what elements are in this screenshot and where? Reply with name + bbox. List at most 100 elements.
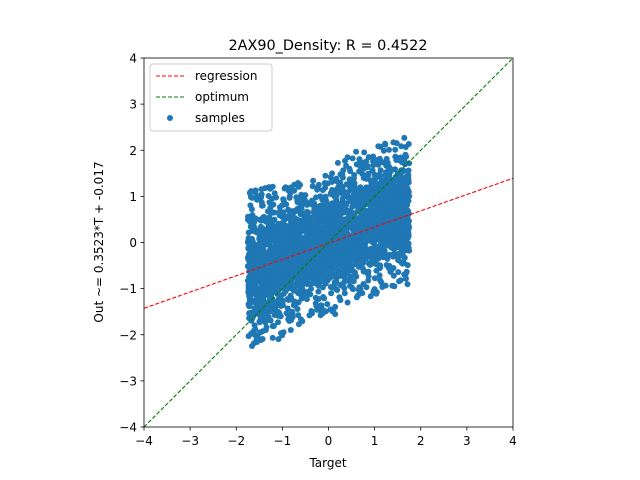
sample-point <box>396 250 403 257</box>
sample-point <box>365 273 372 280</box>
sample-point <box>304 201 310 208</box>
sample-point <box>268 272 275 279</box>
sample-point <box>262 310 268 317</box>
sample-point <box>361 165 368 172</box>
y-tick-label: 0 <box>129 236 137 250</box>
sample-point <box>401 134 408 141</box>
sample-point <box>335 251 342 258</box>
sample-point <box>280 209 287 216</box>
sample-point <box>284 223 291 230</box>
sample-point <box>310 279 317 286</box>
sample-point <box>245 229 252 236</box>
sample-point <box>382 141 389 148</box>
sample-point <box>333 215 340 222</box>
sample-point <box>289 308 296 315</box>
sample-point <box>275 248 282 255</box>
sample-point <box>322 252 329 258</box>
sample-point <box>363 187 370 194</box>
sample-point <box>395 240 402 246</box>
sample-point <box>344 154 351 161</box>
sample-point <box>284 268 291 274</box>
sample-point <box>294 216 301 223</box>
sample-point <box>315 263 322 269</box>
sample-point <box>389 197 396 204</box>
sample-point <box>350 278 357 285</box>
y-tick-label: −4 <box>119 421 137 435</box>
sample-point <box>298 253 305 260</box>
sample-point <box>286 211 293 218</box>
sample-point <box>288 216 295 223</box>
sample-point <box>282 243 289 250</box>
sample-point <box>389 282 396 289</box>
sample-point <box>404 221 411 228</box>
sample-point <box>285 297 292 303</box>
sample-point <box>331 254 338 261</box>
sample-point <box>363 228 370 235</box>
sample-point <box>283 201 290 208</box>
sample-point <box>353 197 360 204</box>
sample-point <box>353 148 360 155</box>
sample-point <box>393 157 400 163</box>
x-tick-label: −4 <box>135 434 153 448</box>
sample-point <box>259 328 266 335</box>
sample-point <box>287 184 294 191</box>
sample-point <box>263 235 270 242</box>
sample-point <box>398 143 405 150</box>
sample-point <box>247 194 254 200</box>
sample-point <box>399 186 406 193</box>
x-tick-label: −3 <box>181 434 199 448</box>
legend-samples-label: samples <box>195 111 245 125</box>
sample-point <box>269 334 276 341</box>
sample-point <box>334 287 341 293</box>
sample-point <box>314 306 321 313</box>
sample-point <box>264 303 271 310</box>
sample-point <box>394 177 401 184</box>
sample-point <box>387 240 394 247</box>
sample-point <box>288 317 295 324</box>
sample-point <box>336 207 343 214</box>
sample-point <box>393 221 400 228</box>
sample-point <box>288 232 295 239</box>
sample-point <box>298 283 305 290</box>
sample-point <box>370 162 377 169</box>
x-tick-label: 3 <box>463 434 471 448</box>
sample-point <box>251 241 258 248</box>
sample-point <box>253 337 260 344</box>
sample-point <box>248 272 255 279</box>
sample-point <box>266 308 273 315</box>
sample-point <box>345 189 352 195</box>
sample-point <box>287 190 294 196</box>
sample-point <box>404 262 411 269</box>
sample-point <box>348 284 355 291</box>
y-tick-label: −3 <box>119 374 137 388</box>
sample-point <box>371 240 378 247</box>
sample-point <box>254 287 261 294</box>
sample-point <box>295 221 302 228</box>
sample-point <box>321 180 328 186</box>
sample-point <box>267 296 273 303</box>
sample-point <box>287 327 294 333</box>
sample-point <box>266 241 273 248</box>
sample-point <box>321 295 328 302</box>
sample-point <box>382 221 389 228</box>
sample-point <box>319 187 326 194</box>
sample-point <box>341 278 348 285</box>
sample-point <box>322 225 329 232</box>
sample-point <box>293 207 299 214</box>
sample-point <box>279 284 286 291</box>
sample-point <box>322 280 329 287</box>
sample-point <box>369 259 375 266</box>
sample-point <box>298 246 305 253</box>
sample-point <box>248 330 255 337</box>
sample-point <box>382 252 389 259</box>
sample-point <box>334 159 341 166</box>
sample-point <box>315 296 322 302</box>
sample-point <box>329 178 336 185</box>
legend-optimum-label: optimum <box>195 90 249 104</box>
sample-point <box>332 263 339 270</box>
y-tick-label: 4 <box>129 52 137 66</box>
sample-point <box>376 172 383 178</box>
sample-point <box>344 299 351 306</box>
sample-point <box>371 275 378 282</box>
